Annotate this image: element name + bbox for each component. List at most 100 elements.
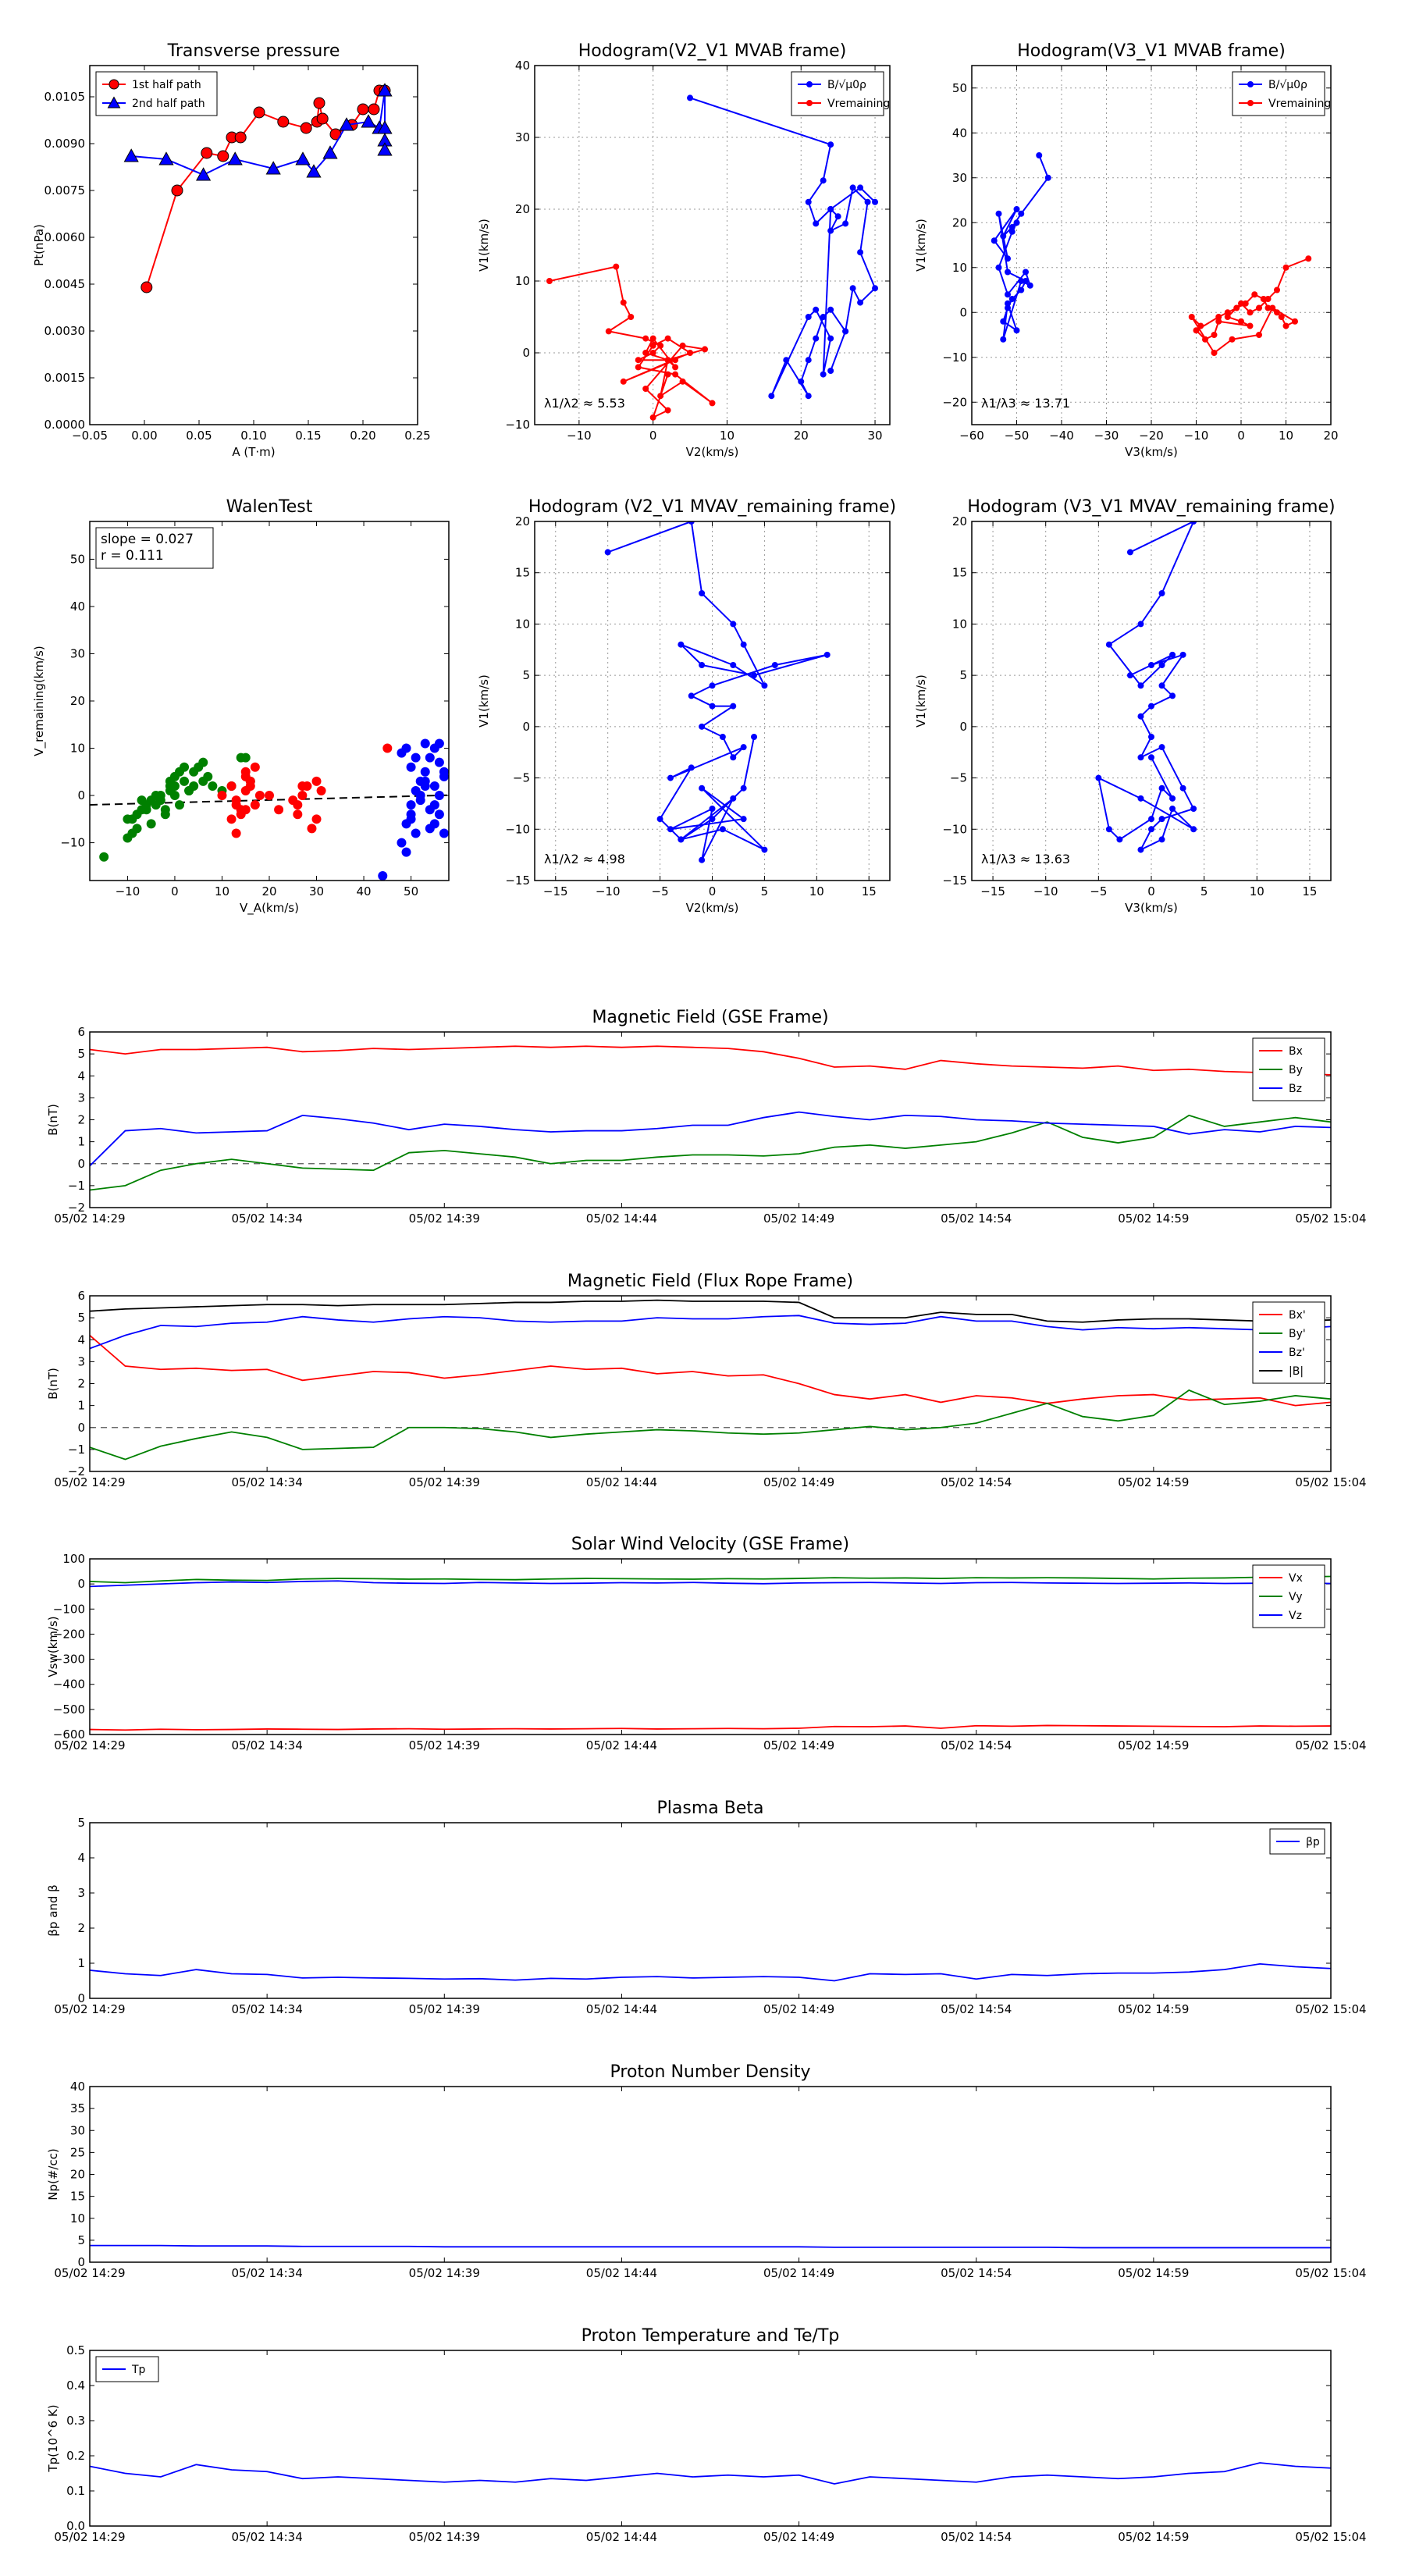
x-tick-label: −10 bbox=[1033, 884, 1058, 898]
series-b-0-point bbox=[872, 198, 879, 205]
series-b-0-point bbox=[1005, 269, 1011, 276]
x-tick-label: 05/02 14:29 bbox=[54, 1212, 125, 1226]
y-tick-label: 15 bbox=[515, 566, 530, 580]
plot-frame bbox=[89, 1558, 1332, 1735]
x-tick-label: −5 bbox=[652, 884, 669, 898]
series-b-0-point bbox=[1036, 152, 1043, 158]
series-2nd-half-path-point bbox=[295, 151, 311, 165]
y-tick-label: 0.3 bbox=[66, 2414, 85, 2428]
series-s1-point bbox=[311, 814, 322, 824]
series-s1-point bbox=[240, 767, 251, 777]
y-tick-label: 15 bbox=[70, 2190, 85, 2204]
series-b-0-point bbox=[1013, 327, 1020, 334]
series-1st-half-path-point bbox=[171, 184, 183, 197]
series-s0-point bbox=[184, 786, 194, 795]
series-s2-point bbox=[411, 828, 421, 838]
series-s0-point bbox=[1137, 713, 1144, 720]
plot-frame bbox=[971, 65, 1332, 425]
plot-area bbox=[90, 2244, 1331, 2249]
plot-area bbox=[1095, 521, 1197, 853]
series-s0-point bbox=[740, 785, 747, 792]
series-s0-point bbox=[709, 816, 716, 823]
y-tick-label: 1 bbox=[77, 1956, 85, 1970]
series-1st-half-path-point bbox=[217, 150, 229, 162]
y-tick-label: 25 bbox=[70, 2145, 85, 2159]
series-s1-point bbox=[382, 743, 393, 753]
y-axis-label: V_remaining(km/s) bbox=[32, 646, 47, 756]
series-s2-point bbox=[406, 800, 416, 810]
x-tick-label: 05/02 14:39 bbox=[409, 1475, 480, 1489]
x-tick-label: 05/02 15:04 bbox=[1295, 1212, 1366, 1226]
series-b-0-point bbox=[813, 220, 820, 227]
series-s2-point bbox=[434, 738, 444, 749]
series-s1-point bbox=[226, 814, 237, 824]
legend-label: Vremaining bbox=[827, 98, 890, 110]
x-tick-label: 05/02 14:39 bbox=[409, 2530, 480, 2544]
series-s1-point bbox=[240, 805, 251, 815]
series-s0-point bbox=[1169, 651, 1176, 658]
series-s2-point bbox=[401, 847, 411, 857]
series-vremaining-point bbox=[1211, 350, 1218, 356]
y-tick-label: −500 bbox=[53, 1703, 85, 1717]
series-s0-point bbox=[1105, 826, 1112, 833]
chart-hodo1: Hodogram(V2_V1 MVAB frame) −10 0 10 20 30 −10 0… bbox=[477, 41, 891, 459]
series-b-0-point bbox=[857, 249, 864, 256]
series-1st-half-path-point bbox=[253, 106, 265, 119]
series-vremaining-point bbox=[672, 371, 679, 378]
y-tick-label: 0.0090 bbox=[44, 137, 86, 151]
series-vremaining-point bbox=[649, 342, 656, 349]
series-s0-point bbox=[667, 774, 674, 781]
x-tick-label: 05/02 14:49 bbox=[763, 2530, 834, 2544]
series-2nd-half-path-point bbox=[158, 151, 174, 165]
y-tick-label: 20 bbox=[515, 202, 530, 216]
y-tick-label: −100 bbox=[53, 1602, 85, 1616]
series-vremaining-point bbox=[613, 263, 620, 270]
chart-np: Proton Number Density 05/02 14:29 05/02 14… bbox=[46, 2062, 1367, 2280]
series-vz-line bbox=[90, 1580, 1331, 1588]
series-s0-point bbox=[180, 762, 190, 772]
series-b-0-point bbox=[849, 285, 856, 292]
legend-label: 2nd half path bbox=[132, 98, 205, 110]
series-s1-point bbox=[265, 791, 274, 801]
series-b-0-point bbox=[820, 371, 827, 378]
series-vremaining-point bbox=[702, 346, 709, 353]
legend-marker bbox=[806, 81, 813, 87]
y-tick-label: 1 bbox=[77, 1399, 85, 1413]
series-b-0-point bbox=[995, 210, 1002, 217]
series-s0-point bbox=[1169, 806, 1176, 812]
y-tick-label: 40 bbox=[952, 126, 967, 140]
series-vremaining-point bbox=[1197, 322, 1204, 329]
y-tick-label: −10 bbox=[942, 350, 967, 365]
series-s1-point bbox=[250, 800, 260, 810]
series-s0-point bbox=[1137, 621, 1144, 628]
series-vremaining-point bbox=[679, 378, 686, 385]
series-b-0-point bbox=[1023, 269, 1029, 276]
series-1st-half-path-point bbox=[277, 116, 290, 128]
series-b-0-point bbox=[1005, 255, 1011, 262]
y-tick-label: 4 bbox=[77, 1069, 85, 1083]
chart-title: Hodogram(V3_V1 MVAB frame) bbox=[1017, 41, 1286, 61]
y-tick-label: 0.0105 bbox=[44, 90, 86, 104]
x-tick-label: 15 bbox=[1302, 884, 1317, 898]
series-s0-point bbox=[678, 836, 685, 843]
series-s2-point bbox=[425, 753, 435, 763]
series-b-0-line bbox=[689, 97, 877, 397]
annotation-text: λ1/λ3 ≈ 13.63 bbox=[981, 852, 1070, 866]
series-b-0-point bbox=[1005, 300, 1011, 307]
series-vremaining-point bbox=[1292, 318, 1298, 325]
series-b-0-point bbox=[783, 357, 790, 364]
series-vremaining-point bbox=[672, 364, 679, 371]
series-b-0-point bbox=[834, 213, 841, 220]
y-tick-label: 0 bbox=[959, 720, 967, 734]
series-s0-point bbox=[740, 816, 747, 823]
y-tick-label: 30 bbox=[70, 646, 85, 660]
series-s2-point bbox=[429, 781, 439, 791]
series-s2-point bbox=[439, 767, 449, 777]
x-tick-label: 05/02 14:59 bbox=[1118, 1475, 1189, 1489]
series-vremaining-point bbox=[1188, 314, 1195, 320]
x-tick-label: −5 bbox=[1090, 884, 1107, 898]
chart-title: WalenTest bbox=[226, 497, 313, 517]
y-axis-label: V1(km/s) bbox=[477, 219, 491, 272]
series-1st-half-path-point bbox=[316, 112, 329, 125]
y-axis-label: βp and β bbox=[46, 1884, 60, 1936]
